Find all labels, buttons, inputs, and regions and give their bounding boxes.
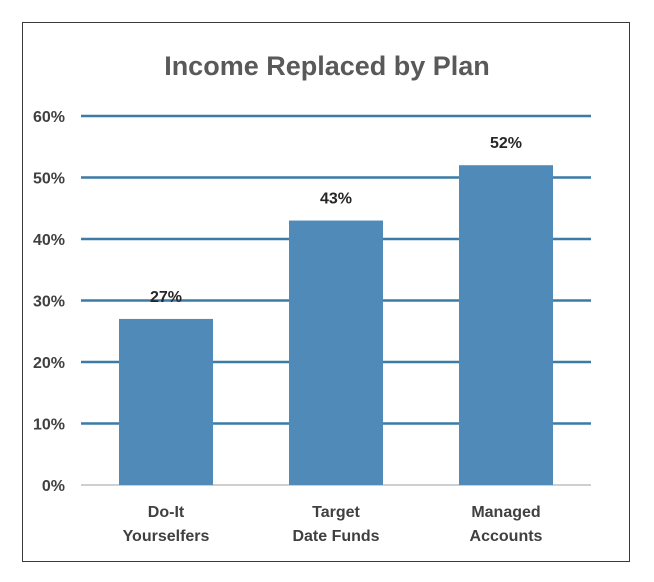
bar [459,165,553,485]
y-tick-label: 20% [33,355,65,372]
bars [119,165,553,486]
y-tick-label: 50% [33,171,65,188]
category-labels: Do-It Yourselfers Target Date Funds Managed A… [123,504,543,545]
data-label: 27% [150,289,182,306]
y-tick-label: 60% [33,109,65,126]
bar [289,220,383,486]
category-label: Managed Accounts [470,504,543,545]
y-tick-label: 30% [33,294,65,311]
bar-chart: Income Replaced by Plan 0% 10% 20% 30% 40% 50… [33,51,591,545]
category-label: Do-It Yourselfers [123,504,210,545]
y-tick-label: 0% [42,478,65,495]
data-label: 52% [490,135,522,152]
data-label: 43% [320,191,352,208]
chart-frame: Income Replaced by Plan 0% 10% 20% 30% 40% 50… [22,22,630,562]
data-labels: 27% 43% 52% [150,135,522,306]
chart-title: Income Replaced by Plan [164,51,490,81]
bar [119,318,213,485]
y-tick-label: 40% [33,232,65,249]
category-label: Target Date Funds [292,504,379,545]
y-axis-ticks: 0% 10% 20% 30% 40% 50% 60% [33,109,65,495]
y-tick-label: 10% [33,417,65,434]
